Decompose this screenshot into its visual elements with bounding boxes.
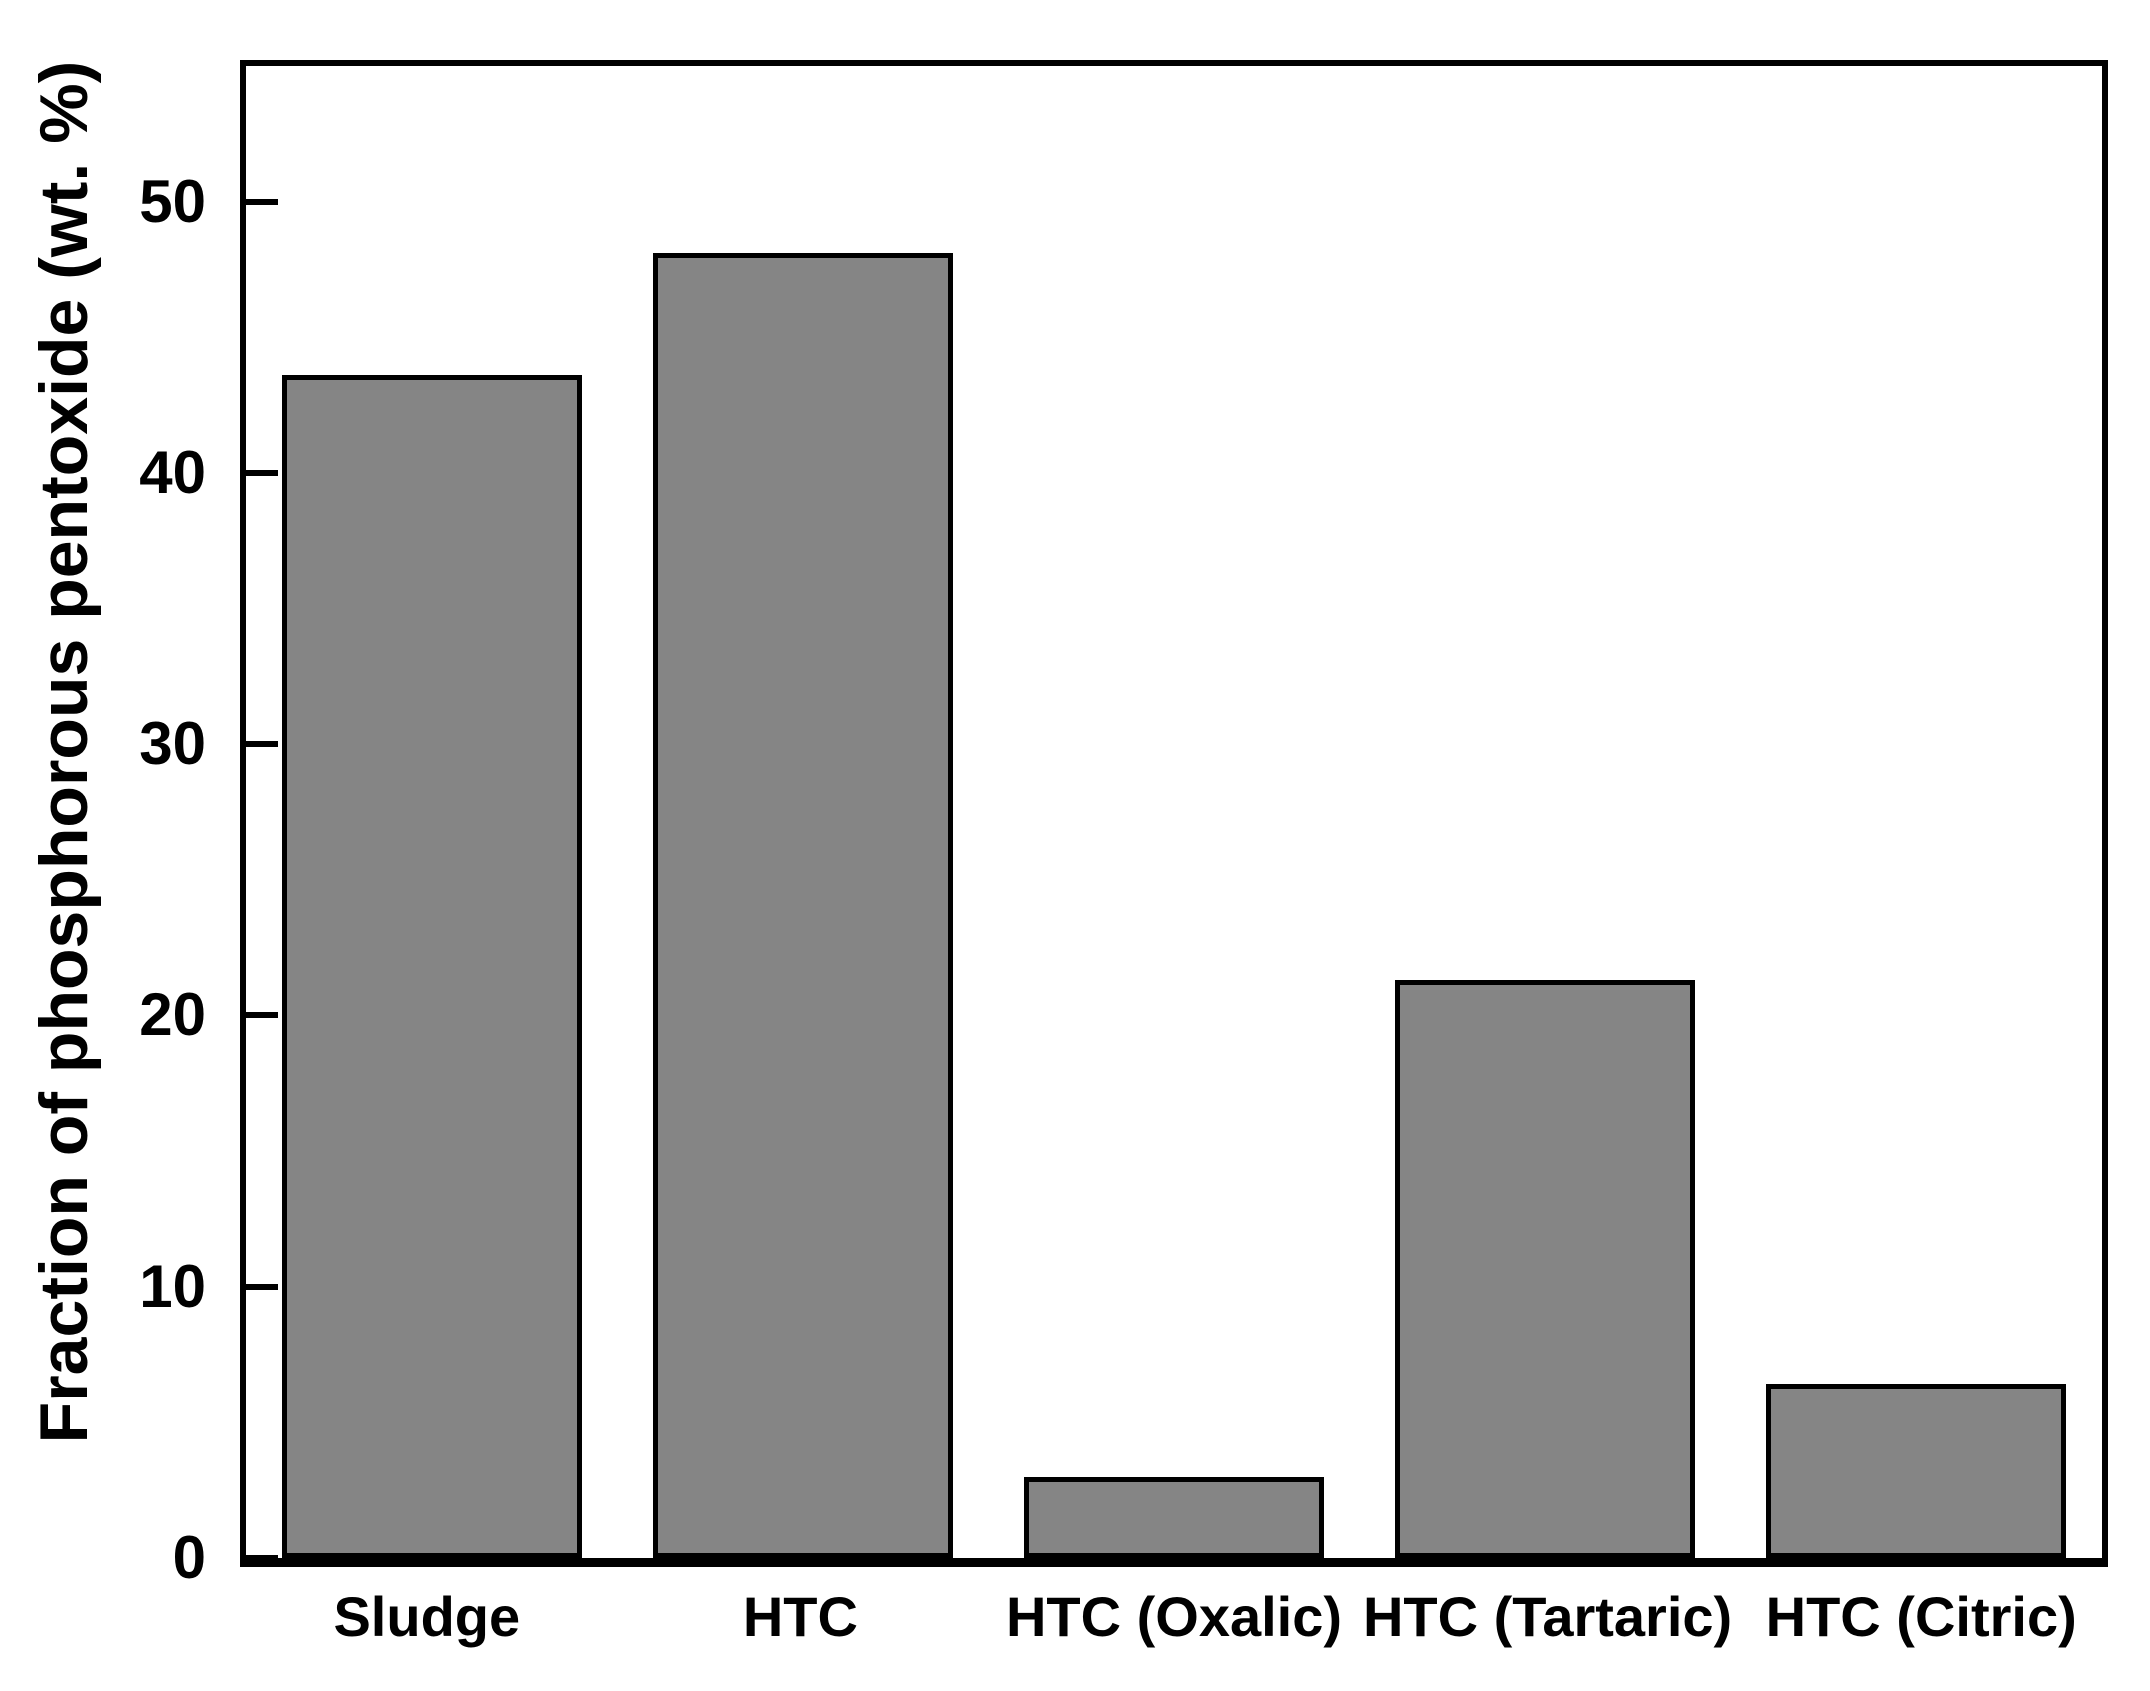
x-tick-label-htc-oxalic: HTC (Oxalic) bbox=[1005, 1585, 1343, 1648]
y-tick-mark-10 bbox=[246, 1283, 278, 1290]
bar-sludge bbox=[281, 375, 582, 1558]
y-tick-mark-50 bbox=[246, 198, 278, 205]
y-tick-mark-20 bbox=[246, 1012, 278, 1019]
y-tick-mark-0 bbox=[246, 1555, 278, 1561]
bar-htc-oxalic bbox=[1024, 1476, 1324, 1558]
y-tick-label-50: 50 bbox=[139, 167, 206, 235]
y-tick-mark-30 bbox=[246, 741, 278, 748]
y-tick-label-10: 10 bbox=[139, 1252, 206, 1320]
y-tick-mark-40 bbox=[246, 469, 278, 476]
y-tick-label-40: 40 bbox=[139, 438, 206, 506]
plot-area: 0 10 20 30 40 50 bbox=[139, 60, 2108, 1588]
x-tick-label-sludge: Sludge bbox=[333, 1585, 521, 1648]
x-tick-label-htc-tartaric: HTC (Tartaric) bbox=[1362, 1585, 1733, 1648]
y-tick-label-20: 20 bbox=[139, 981, 206, 1049]
x-tick-label-htc: HTC bbox=[742, 1585, 858, 1648]
bar-htc-tartaric bbox=[1395, 980, 1696, 1558]
bar-htc-citric bbox=[1766, 1384, 2067, 1558]
bar-htc bbox=[652, 253, 953, 1558]
x-axis-labels: Sludge HTC HTC (Oxalic) HTC (Tartaric) HTC (… bbox=[240, 1586, 2108, 1666]
x-tick-label-htc-citric: HTC (Citric) bbox=[1765, 1585, 2077, 1648]
y-tick-label-0: 0 bbox=[172, 1524, 206, 1591]
y-tick-label-30: 30 bbox=[139, 710, 206, 778]
